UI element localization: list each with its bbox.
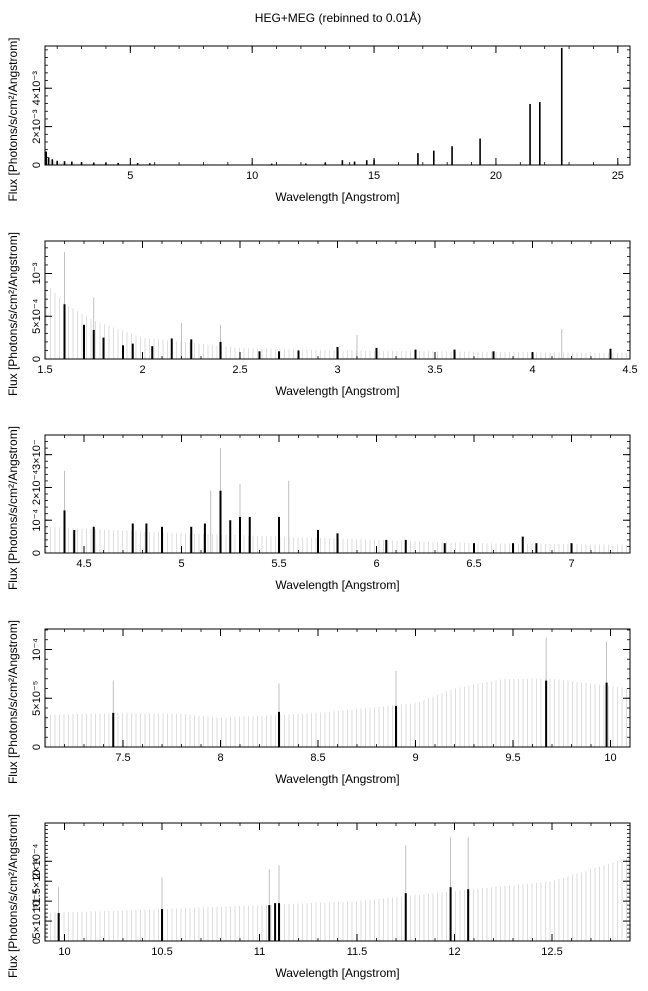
panel-2: 1.5 2 2.5 3 3.5 4 4.5 0 5×10⁻⁴ 10⁻³ Wavelength [An… bbox=[6, 232, 638, 398]
x-tick-label: 6.5 bbox=[466, 558, 481, 570]
x-tick-label: 20 bbox=[490, 170, 502, 182]
x-tick-label: 9.5 bbox=[505, 752, 520, 764]
x-tick-label: 12 bbox=[448, 946, 460, 958]
x-tick-label: 1.5 bbox=[37, 364, 52, 376]
x-tick-label: 4 bbox=[529, 364, 535, 376]
x-tick-label: 15 bbox=[368, 170, 380, 182]
x-tick-label: 2.5 bbox=[232, 364, 247, 376]
x-tick-label: 25 bbox=[612, 170, 624, 182]
x-tick-label: 6 bbox=[373, 558, 379, 570]
y-axis-label: Flux [Photons/s/cm²/Angstrom] bbox=[6, 232, 20, 396]
y-tick-label: 5×10⁻⁵ bbox=[31, 681, 43, 716]
x-tick-label: 7 bbox=[568, 558, 574, 570]
x-tick-label: 8 bbox=[217, 752, 223, 764]
x-tick-label: 12.5 bbox=[541, 946, 562, 958]
y-tick-label: 0 bbox=[31, 356, 43, 362]
figure-title: HEG+MEG (rebinned to 0.01Å) bbox=[255, 10, 421, 25]
y-axis-label: Flux [Photons/s/cm²/Angstrom] bbox=[6, 426, 20, 590]
x-tick-label: 10 bbox=[246, 170, 258, 182]
y-tick-label: 10⁻⁴ bbox=[31, 509, 43, 532]
y-tick-label: 3×10⁻⴮ bbox=[31, 439, 43, 470]
axes-frame bbox=[45, 629, 630, 747]
panel-3: 4.5 5 5.5 6 6.5 7 0 10⁻⁴ 2×10⁻⁴3×10⁻⴮ Wavelength … bbox=[6, 426, 630, 592]
x-tick-label: 8.5 bbox=[310, 752, 325, 764]
y-tick-label: 0 bbox=[31, 744, 43, 750]
y-axis-label: Flux [Photons/s/cm²/Angstrom] bbox=[6, 620, 20, 784]
y-tick-label: 2×10⁻³ bbox=[31, 109, 43, 144]
y-tick-label: 5×10⁻⁴ bbox=[31, 298, 43, 334]
x-tick-label: 4.5 bbox=[622, 364, 637, 376]
y-tick-label: 10⁻⁴ bbox=[31, 638, 43, 661]
x-tick-label: 3.5 bbox=[427, 364, 442, 376]
x-axis-label: Wavelength [Angstrom] bbox=[275, 578, 399, 592]
x-tick-label: 9 bbox=[412, 752, 418, 764]
x-tick-label: 4.5 bbox=[76, 558, 91, 570]
x-tick-label: 7.5 bbox=[115, 752, 130, 764]
x-tick-label: 3 bbox=[334, 364, 340, 376]
x-tick-label: 10 bbox=[58, 946, 70, 958]
y-tick-label: 0 bbox=[31, 162, 43, 168]
x-tick-label: 11 bbox=[254, 946, 265, 958]
x-tick-label: 10 bbox=[604, 752, 616, 764]
spectrum-figure: HEG+MEG (rebinned to 0.01Å) 5 10 15 20 2502×… bbox=[0, 0, 648, 991]
y-tick-label: 2×10⁻⁴ bbox=[31, 470, 43, 506]
y-tick-label: 2×10⁻⁴ bbox=[31, 843, 43, 879]
x-tick-label: 11.5 bbox=[347, 946, 368, 958]
x-tick-label: 5 bbox=[127, 170, 133, 182]
x-tick-label: 5.5 bbox=[271, 558, 286, 570]
x-axis-label: Wavelength [Angstrom] bbox=[275, 384, 399, 398]
error-band bbox=[46, 679, 627, 747]
error-band bbox=[46, 159, 628, 165]
x-tick-label: 10.5 bbox=[151, 946, 172, 958]
x-axis-label: Wavelength [Angstrom] bbox=[275, 772, 399, 786]
x-tick-label: 2 bbox=[139, 364, 145, 376]
y-axis-label: Flux [Photons/s/cm²/Angstrom] bbox=[6, 814, 20, 978]
panel-4: 7.5 8 8.5 9 9.5 10 0 5×10⁻⁵ 10⁻⁴ Wavelength [Angs… bbox=[6, 620, 630, 786]
axes-frame bbox=[45, 241, 630, 359]
x-axis-label: Wavelength [Angstrom] bbox=[275, 190, 399, 204]
axes-frame bbox=[45, 823, 630, 941]
panels: 5 10 15 20 2502×10⁻³4×10⁻³Wavelength [Angstr… bbox=[6, 37, 638, 980]
y-tick-label: 4×10⁻³ bbox=[31, 71, 43, 106]
y-tick-label: 0 bbox=[31, 550, 43, 556]
y-axis-label: Flux [Photons/s/cm²/Angstrom] bbox=[6, 37, 20, 201]
y-tick-label: 10⁻³ bbox=[31, 262, 43, 284]
axes-frame bbox=[45, 46, 630, 165]
x-tick-label: 5 bbox=[178, 558, 184, 570]
x-axis-label: Wavelength [Angstrom] bbox=[275, 966, 399, 980]
error-band bbox=[46, 858, 627, 941]
panel-1: 5 10 15 20 25 0 2×10⁻³ 4×10⁻³ Wavelength [Angstr… bbox=[6, 37, 630, 204]
panel-5: 10 10.5 11 11.5 12 12.505×10⁻⁵10⁻⁴1.5×10⁻⁴2×1… bbox=[6, 814, 630, 980]
